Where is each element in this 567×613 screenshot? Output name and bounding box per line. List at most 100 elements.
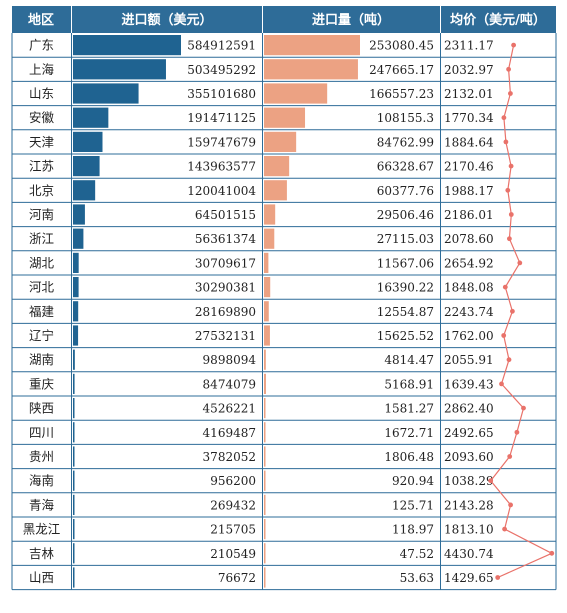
table-row: 广东 584912591 253080.45 2311.17 — [12, 35, 556, 58]
region-label: 海南 — [29, 473, 54, 488]
price-label: 2862.40 — [444, 402, 494, 416]
price-point — [502, 284, 508, 290]
volume-bar — [264, 325, 270, 346]
region-label: 江苏 — [29, 159, 54, 174]
amount-bar — [73, 325, 79, 346]
amount-bar — [73, 567, 75, 588]
price-label: 2492.65 — [444, 426, 494, 440]
amount-bar — [73, 228, 84, 249]
volume-label: 16390.22 — [377, 281, 434, 295]
price-label: 1848.08 — [444, 281, 494, 295]
table-row: 四川 4169487 1672.71 2492.65 — [12, 422, 556, 445]
region-label: 天津 — [29, 134, 54, 149]
region-label: 山西 — [29, 570, 54, 585]
region-label: 上海 — [29, 62, 55, 77]
amount-bar — [73, 301, 79, 322]
table-row: 黑龙江 215705 118.97 1813.10 — [12, 519, 556, 542]
amount-bar — [73, 156, 100, 177]
amount-label: 8474079 — [203, 377, 256, 391]
volume-label: 11567.06 — [377, 256, 434, 270]
volume-bar — [264, 494, 266, 515]
amount-label: 210549 — [210, 547, 256, 561]
price-label: 2170.46 — [444, 160, 494, 174]
header-import-volume: 进口量（吨） — [312, 12, 390, 28]
volume-bar — [264, 131, 297, 152]
volume-bar — [264, 59, 358, 80]
amount-label: 30709617 — [195, 256, 256, 270]
region-label: 山东 — [29, 86, 54, 101]
amount-label: 3782052 — [203, 450, 256, 464]
amount-label: 191471125 — [187, 111, 256, 125]
header-region: 地区 — [28, 12, 54, 28]
table-row: 江苏 143963577 66328.67 2170.46 — [12, 156, 556, 179]
price-point — [510, 308, 515, 314]
price-label: 1813.10 — [444, 523, 494, 537]
volume-bar — [264, 543, 266, 564]
price-label: 1038.29 — [444, 474, 494, 488]
amount-bar — [73, 519, 75, 540]
price-label: 1639.43 — [444, 377, 494, 391]
amount-label: 27532131 — [195, 329, 256, 343]
table-row: 陕西 4526221 1581.27 2862.40 — [12, 398, 556, 421]
volume-label: 118.97 — [392, 523, 434, 537]
volume-bar — [264, 373, 266, 394]
table-row: 天津 159747679 84762.99 1884.64 — [12, 131, 556, 155]
amount-bar — [73, 83, 139, 104]
volume-label: 247665.17 — [369, 63, 434, 77]
volume-bar — [264, 422, 266, 443]
price-point — [503, 139, 509, 145]
volume-label: 1672.71 — [384, 426, 434, 440]
price-label: 4430.74 — [444, 547, 494, 561]
price-label: 1988.17 — [444, 184, 494, 198]
region-label: 浙江 — [29, 231, 54, 246]
volume-bar — [264, 204, 276, 225]
table-row: 青海 269432 125.71 2143.28 — [12, 494, 556, 518]
volume-label: 47.52 — [400, 547, 434, 561]
header-cell-amount — [72, 6, 262, 33]
price-label: 2243.74 — [444, 305, 494, 319]
region-label: 辽宁 — [29, 328, 54, 343]
amount-bar — [73, 494, 75, 515]
amount-label: 4526221 — [203, 402, 256, 416]
price-point — [506, 357, 512, 363]
table-row: 海南 956200 920.94 1038.29 — [12, 470, 556, 494]
table-row: 贵州 3782052 1806.48 2093.60 — [12, 446, 556, 470]
volume-bar — [264, 398, 266, 419]
region-label: 广东 — [29, 38, 54, 53]
volume-label: 27115.03 — [377, 232, 434, 246]
volume-label: 66328.67 — [377, 160, 434, 174]
header-row: 地区 进口额（美元） 进口量（吨） 均价（美元/吨） — [12, 6, 556, 33]
volume-bar — [264, 446, 266, 467]
price-point — [499, 381, 504, 387]
table-row: 山西 76672 53.63 1429.65 — [12, 567, 556, 591]
volume-label: 108155.3 — [377, 111, 434, 125]
amount-bar — [73, 373, 75, 394]
volume-bar — [264, 180, 287, 201]
price-point — [506, 66, 511, 72]
header-import-amount: 进口额（美元） — [121, 12, 212, 28]
price-point — [521, 405, 526, 411]
amount-label: 355101680 — [187, 87, 256, 101]
amount-label: 503495292 — [187, 63, 256, 77]
price-point — [517, 260, 523, 266]
volume-label: 84762.99 — [377, 135, 434, 149]
table-row: 福建 28169890 12554.87 2243.74 — [12, 301, 556, 324]
price-point — [508, 91, 513, 96]
volume-bar — [264, 301, 269, 322]
header-cell-price — [441, 6, 556, 33]
amount-label: 64501515 — [195, 208, 256, 222]
price-label: 2311.17 — [444, 39, 494, 53]
amount-label: 4169487 — [203, 426, 256, 440]
price-label: 2654.92 — [444, 256, 494, 270]
volume-label: 5168.91 — [384, 377, 434, 391]
amount-bar — [73, 398, 75, 419]
volume-label: 920.94 — [392, 474, 434, 488]
region-label: 吉林 — [29, 546, 55, 561]
amount-label: 269432 — [210, 498, 256, 512]
amount-bar — [73, 422, 75, 443]
price-point — [549, 550, 555, 556]
header-cell-region — [12, 6, 71, 33]
amount-bar — [73, 107, 109, 128]
amount-label: 215705 — [210, 523, 256, 537]
table-row: 湖南 9898094 4814.47 2055.91 — [12, 349, 556, 373]
